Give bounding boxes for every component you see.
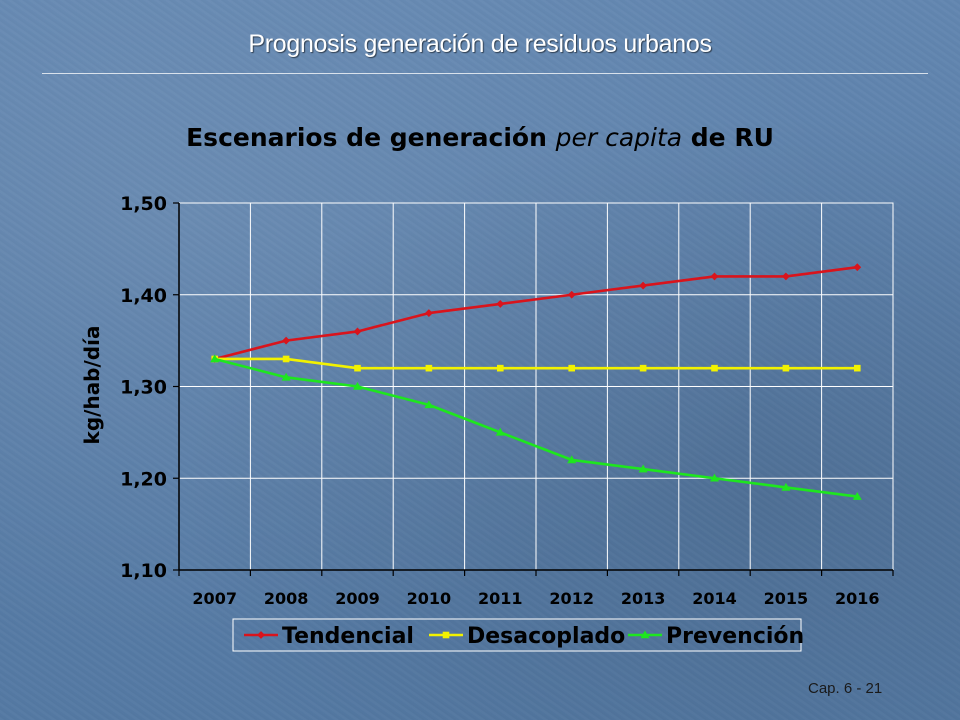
data-point: [282, 336, 291, 345]
y-tick-label: 1,30: [120, 377, 167, 399]
data-point: [853, 364, 861, 372]
data-point: [424, 400, 434, 409]
y-tick-label: 1,10: [120, 560, 167, 582]
data-point: [568, 364, 576, 372]
data-point: [781, 272, 790, 281]
x-tick-label: 2010: [407, 589, 452, 608]
series-line: [214, 357, 858, 370]
chart-title: Escenarios de generación per capita de R…: [186, 123, 774, 152]
legend-label: Desacoplado: [467, 624, 625, 649]
x-tick-label: 2007: [192, 589, 237, 608]
x-tick-label: 2013: [621, 589, 666, 608]
chart-legend: Tendencial Desacoplado Prevención: [232, 618, 804, 652]
data-point: [496, 364, 504, 372]
data-point: [567, 290, 576, 299]
x-tick-label: 2016: [835, 589, 880, 608]
series-line: [214, 265, 858, 361]
x-tick-label: 2008: [264, 589, 309, 608]
series-line: [214, 357, 858, 498]
y-axis: 1,10 1,20 1,30 1,40 1,50: [120, 193, 180, 582]
legend-entry: Tendencial: [244, 624, 414, 649]
data-point: [781, 482, 791, 491]
legend-frame: [232, 618, 802, 652]
y-tick-label: 1,20: [120, 468, 167, 490]
x-tick-label: 2015: [764, 589, 809, 608]
data-point: [496, 300, 505, 308]
slide-title: Prognosis generación de residuos urbanos: [248, 30, 712, 58]
legend-entry: Desacoplado: [429, 624, 625, 649]
y-tick-label: 1,40: [120, 285, 167, 307]
data-point: [352, 381, 363, 390]
legend-label: Prevención: [666, 624, 804, 649]
x-tick-label: 2012: [549, 589, 594, 608]
slide-number: Cap. 6 - 21: [808, 680, 883, 697]
x-tick-label: 2014: [692, 589, 737, 608]
data-point: [710, 272, 719, 281]
data-point: [354, 364, 361, 372]
y-tick-label: 1,50: [120, 193, 167, 215]
data-point: [495, 427, 505, 436]
data-point: [711, 364, 718, 372]
data-point: [282, 355, 290, 363]
series-prevención: [210, 354, 862, 500]
data-point: [852, 491, 862, 500]
data-point: [782, 364, 790, 372]
x-axis: 2007 2008 2009 2010 2011 2012 2013 2014 2015 2016: [178, 569, 894, 608]
chart-grid: [178, 202, 894, 571]
data-point: [353, 327, 362, 336]
data-point: [709, 473, 720, 482]
data-point: [281, 372, 291, 381]
title-divider: [42, 73, 928, 74]
data-point: [638, 464, 648, 473]
data-point: [639, 281, 648, 290]
legend-label: Tendencial: [282, 624, 414, 649]
chart-title-part: Escenarios de generación: [186, 123, 555, 152]
series-desacoplado: [211, 355, 861, 372]
legend-swatch-marker: [640, 630, 650, 639]
data-point: [567, 455, 577, 464]
legend-swatch-marker: [442, 631, 450, 639]
data-point: [853, 263, 862, 272]
chart-title-part: per capita: [555, 123, 682, 152]
data-point: [210, 354, 220, 363]
x-tick-label: 2009: [335, 589, 380, 608]
x-tick-label: 2011: [478, 589, 523, 608]
y-axis-label: kg/hab/día: [80, 326, 104, 445]
legend-entry: Prevención: [628, 624, 804, 649]
series-layer: [210, 263, 862, 500]
data-point: [425, 364, 433, 372]
data-point: [424, 309, 433, 318]
legend-swatch-marker: [257, 631, 265, 639]
data-point: [639, 364, 647, 372]
chart-title-part: de RU: [682, 123, 774, 152]
